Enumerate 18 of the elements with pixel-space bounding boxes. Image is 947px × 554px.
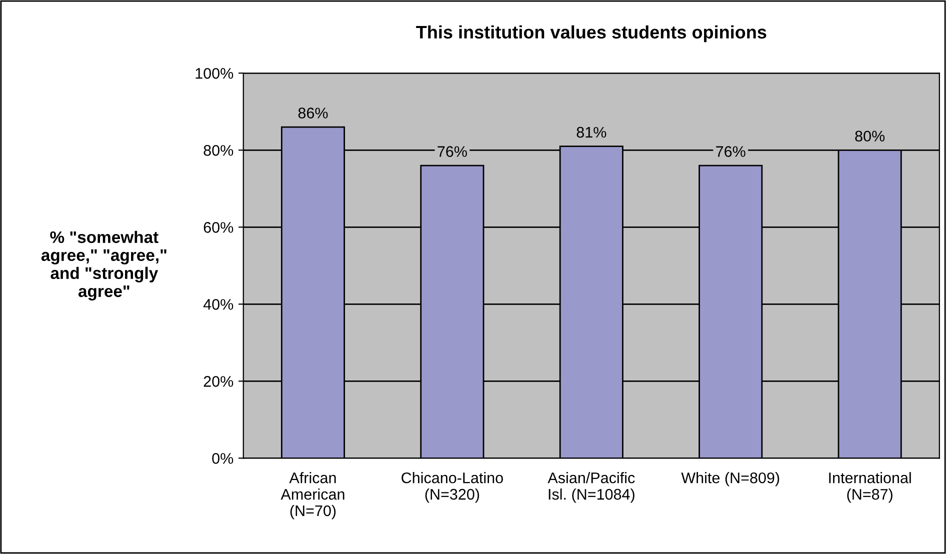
y-tick-label: 80% [204, 145, 234, 156]
data-label: 81% [576, 126, 606, 138]
y-tick-label: 20% [204, 376, 234, 387]
x-tick-label: Asian/Pacific Isl. (N=1084) [548, 472, 635, 503]
data-label: 76% [438, 146, 467, 157]
data-label: 76% [716, 146, 746, 157]
y-tick-label: 40% [203, 299, 234, 310]
data-label: 80% [855, 130, 885, 142]
y-axis-title: % "somewhat agree," "agree," and "strongly agree" [41, 230, 166, 300]
x-tick-label: African American (N=70) [280, 472, 344, 520]
y-tick-label: 60% [204, 222, 234, 233]
x-tick-label: Chicano-Latino (N=320) [402, 472, 503, 503]
data-label: 86% [298, 108, 328, 118]
y-tick-label: 0% [212, 453, 234, 464]
x-tick-label: White (N=809) [681, 472, 780, 486]
chart-title: This institution values students opinions [416, 25, 766, 42]
x-tick-label: International (N=87) [829, 472, 911, 503]
y-tick-label: 100% [196, 68, 234, 79]
